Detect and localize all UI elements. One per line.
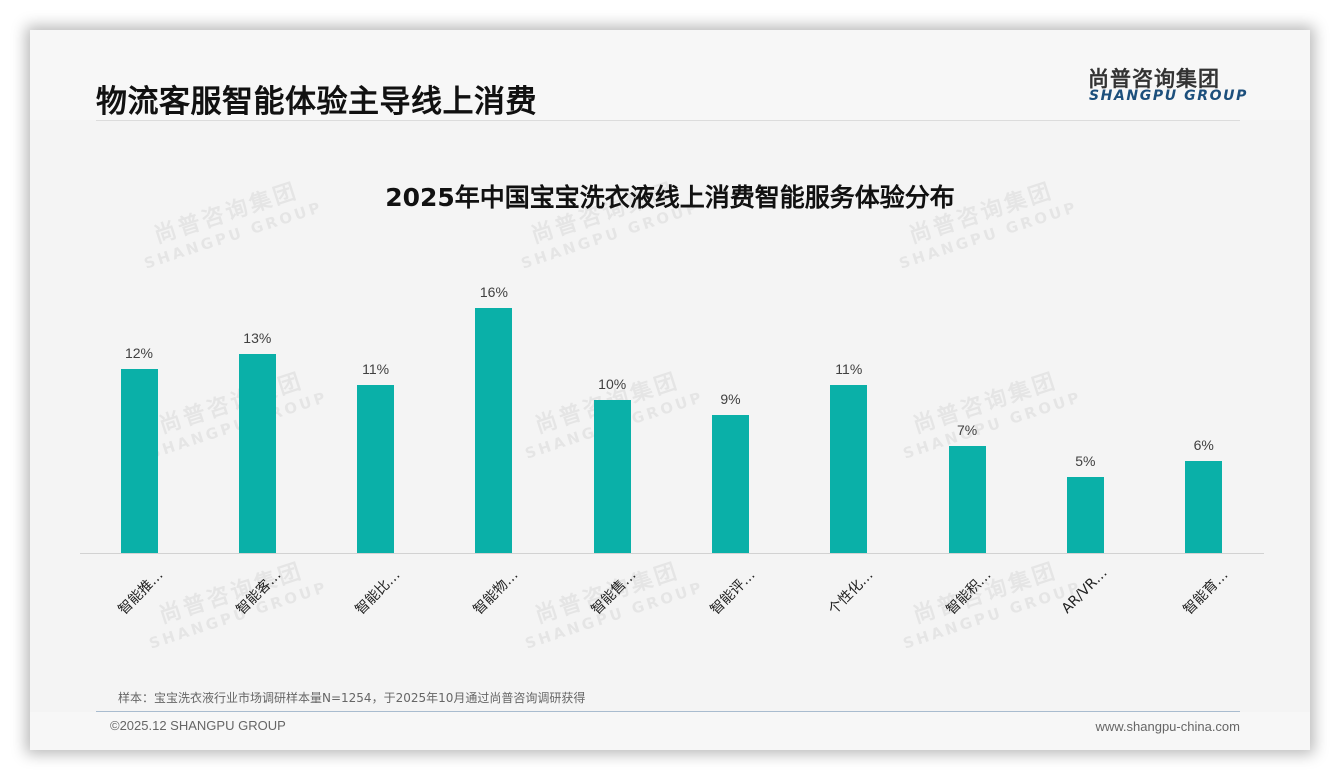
header-band bbox=[30, 30, 1310, 120]
footer-band bbox=[30, 712, 1310, 750]
x-axis-category-label: 智能育… bbox=[1180, 567, 1232, 619]
x-axis-category-label: 智能积… bbox=[943, 567, 995, 619]
bar bbox=[1185, 461, 1223, 553]
bar bbox=[120, 369, 158, 553]
website-url: www.shangpu-china.com bbox=[1095, 719, 1240, 734]
x-axis-category-label: AR/VR… bbox=[1058, 565, 1111, 617]
bar-value-label: 13% bbox=[243, 330, 272, 347]
bar bbox=[238, 354, 276, 553]
sample-note: 样本：宝宝洗衣液行业市场调研样本量N=1254，于2025年10月通过尚普咨询调… bbox=[118, 691, 586, 705]
bar bbox=[593, 400, 631, 553]
logo-chinese: 尚普咨询集团 bbox=[1088, 67, 1220, 91]
bar bbox=[1066, 476, 1104, 553]
bar bbox=[712, 415, 749, 553]
x-axis-line bbox=[80, 553, 1264, 554]
bar-value-label: 11% bbox=[835, 360, 863, 377]
x-axis-category-label: 智能客… bbox=[233, 567, 285, 619]
bar-value-label: 16% bbox=[479, 284, 508, 301]
chart-title: 2025年中国宝宝洗衣液线上消费智能服务体验分布 bbox=[385, 183, 955, 212]
x-axis-category-label: 智能物… bbox=[470, 567, 522, 619]
slide: 物流客服智能体验主导线上消费 尚普咨询集团 SHANGPU GROUP 尚普咨询… bbox=[30, 30, 1310, 750]
x-axis-category-label: 智能比… bbox=[352, 567, 404, 619]
header-divider bbox=[96, 120, 1240, 121]
x-axis-category-label: 智能售… bbox=[588, 567, 640, 619]
bar bbox=[475, 308, 513, 553]
bar-value-label: 11% bbox=[362, 360, 390, 377]
bar-value-label: 6% bbox=[1193, 437, 1214, 454]
x-axis-category-label: 个性化… bbox=[825, 567, 877, 619]
bar bbox=[948, 445, 986, 553]
bar-value-label: 7% bbox=[956, 421, 978, 438]
x-axis-category-label: 智能推… bbox=[115, 567, 167, 619]
bar-value-label: 12% bbox=[124, 345, 154, 362]
x-axis-category-label: 智能评… bbox=[707, 567, 758, 619]
copyright: ©2025.12 SHANGPU GROUP bbox=[110, 718, 286, 733]
bar bbox=[357, 384, 395, 553]
bar-value-label: 9% bbox=[720, 391, 741, 408]
bar-value-label: 5% bbox=[1075, 452, 1096, 469]
bar bbox=[830, 384, 868, 553]
bar-value-label: 10% bbox=[598, 376, 627, 392]
footer-divider bbox=[96, 711, 1240, 712]
logo-english: SHANGPU GROUP bbox=[1089, 88, 1248, 104]
page-title: 物流客服智能体验主导线上消费 bbox=[96, 84, 537, 120]
